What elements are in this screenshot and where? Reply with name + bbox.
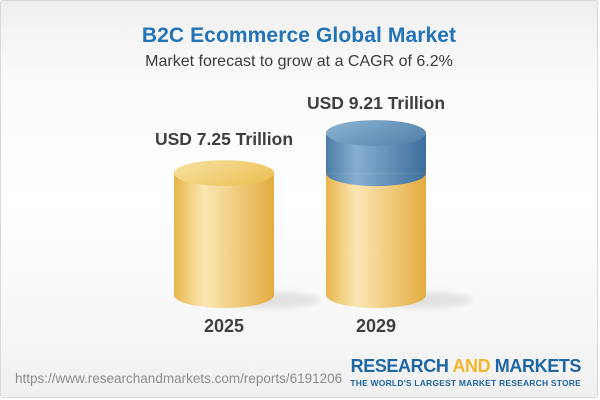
chart-subtitle: Market forecast to grow at a CAGR of 6.2… bbox=[145, 53, 453, 70]
brand-logo-wordmark: RESEARCH AND MARKETS bbox=[350, 356, 582, 377]
category-label-2029: 2029 bbox=[355, 316, 397, 336]
chart-title: B2C Ecommerce Global Market bbox=[141, 24, 457, 47]
logo-word-markets: MARKETS bbox=[494, 356, 582, 376]
logo-word-and: AND bbox=[452, 356, 491, 376]
source-url: https://www.researchandmarkets.com/repor… bbox=[15, 371, 343, 386]
logo-word-research: RESEARCH bbox=[350, 356, 449, 376]
value-label-2025: USD 7.25 Trillion bbox=[154, 129, 294, 149]
brand-tagline: THE WORLD'S LARGEST MARKET RESEARCH STOR… bbox=[350, 377, 581, 388]
value-label-2029: USD 9.21 Trillion bbox=[306, 93, 446, 113]
category-label-2025: 2025 bbox=[203, 316, 245, 336]
brand-logo: RESEARCH AND MARKETS THE WORLD'S LARGEST… bbox=[350, 356, 581, 388]
